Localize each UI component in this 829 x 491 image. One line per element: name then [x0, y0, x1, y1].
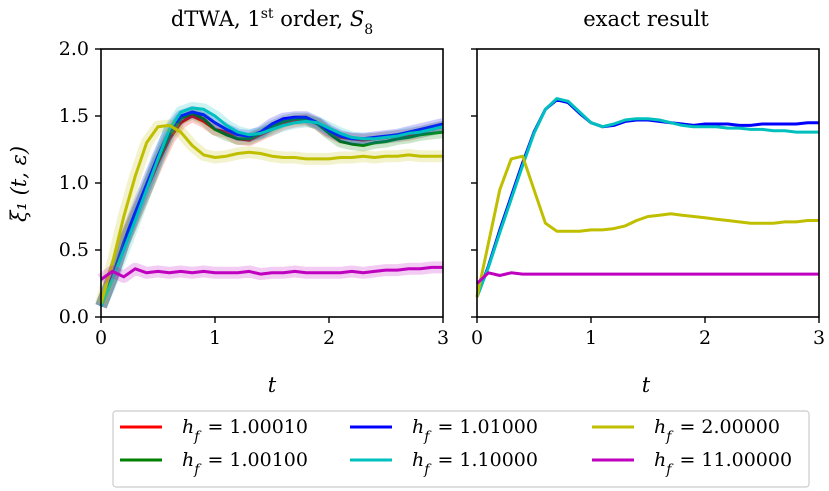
legend-label: hf = 1.00010	[182, 416, 308, 445]
legend-entry: hf = 1.00010	[120, 416, 308, 445]
right-x-axis-label: t	[642, 373, 651, 397]
panel-exact: 0 1 2 3	[471, 48, 825, 349]
y-tick-label: 0.0	[59, 306, 89, 328]
left-title: dTWA, 1st order, S8	[171, 6, 373, 38]
y-tick-label: 2.0	[59, 38, 89, 60]
legend-label: hf = 1.10000	[412, 449, 538, 478]
legend-entry: hf = 1.10000	[350, 449, 538, 478]
y-axis-label: ξ₁ (t, ε)	[7, 146, 31, 222]
x-tick-label: 3	[813, 327, 825, 349]
legend-box	[112, 410, 810, 488]
legend-label: hf = 1.00100	[182, 449, 308, 478]
right-title: exact result	[583, 7, 709, 31]
y-tick-label: 1.5	[59, 105, 89, 127]
series-line-2	[475, 154, 819, 298]
x-tick-label: 1	[585, 327, 597, 349]
y-tick-label: 0.5	[59, 239, 89, 261]
legend-label: hf = 1.01000	[412, 416, 538, 445]
x-tick-label: 0	[471, 327, 483, 349]
series-line-3	[475, 271, 819, 285]
legend-entry: hf = 1.01000	[350, 416, 538, 445]
series-line-5	[100, 265, 443, 281]
series-line-3	[99, 106, 444, 307]
legend-label: hf = 11.00000	[654, 449, 792, 478]
legend-entry: hf = 1.00100	[120, 449, 308, 478]
panel-dtwa: 0 1 2 3 0.0 0.5 1.0 1.5 2.0	[59, 38, 449, 349]
series-line-1	[475, 97, 819, 298]
x-tick-label: 2	[699, 327, 711, 349]
x-tick-label: 1	[209, 327, 221, 349]
legend-entry: hf = 2.00000	[592, 416, 780, 445]
legend-entry: hf = 11.00000	[592, 449, 792, 478]
legend-label: hf = 2.00000	[654, 416, 780, 445]
x-tick-label: 3	[437, 327, 449, 349]
left-x-axis-label: t	[268, 373, 277, 397]
plot-frame	[476, 48, 820, 318]
x-tick-label: 2	[323, 327, 335, 349]
series-line-4	[99, 123, 443, 305]
x-tick-label: 0	[95, 327, 107, 349]
y-tick-label: 1.0	[59, 172, 89, 194]
